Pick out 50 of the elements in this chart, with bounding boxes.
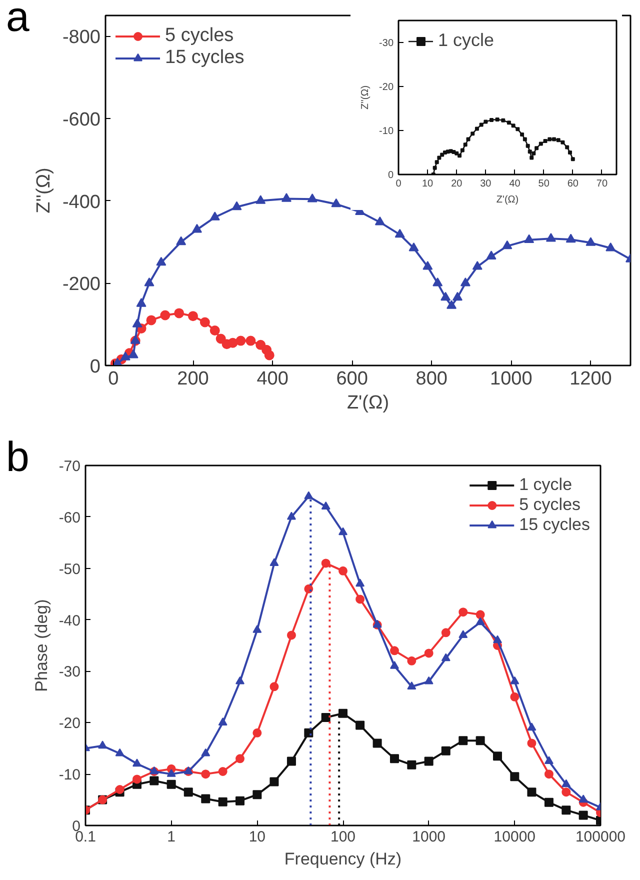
- legend-label: 15 cycles: [165, 47, 244, 69]
- x-axis-title: Z'(Ω): [496, 194, 519, 206]
- x-tick-label: 800: [416, 368, 448, 390]
- x-tick-label: 10000: [494, 828, 536, 846]
- y-tick-label: -20: [58, 715, 81, 732]
- x-tick-label: 10: [422, 178, 434, 190]
- y-tick-label: -50: [58, 560, 81, 578]
- y-tick-label: -20: [379, 82, 394, 93]
- x-tick-label: 50: [538, 178, 550, 190]
- x-tick-label: 40: [509, 178, 521, 190]
- y-tick-label: -10: [379, 126, 394, 137]
- y-tick-label: -800: [62, 27, 101, 48]
- x-tick-label: 1200: [570, 368, 612, 390]
- x-tick-label: 30: [480, 178, 492, 190]
- y-tick-label: 0: [388, 170, 394, 181]
- x-tick-label: 1: [167, 828, 176, 846]
- y-tick-label: -60: [58, 509, 81, 526]
- y-axis-title: Phase (deg): [32, 599, 51, 692]
- y-axis-title: Z''(Ω): [360, 85, 372, 110]
- legend-label: 5 cycles: [165, 25, 234, 47]
- chart-title: a: [6, 0, 30, 40]
- legend-label: 5 cycles: [519, 495, 581, 515]
- x-tick-label: 600: [336, 368, 368, 390]
- y-tick-label: -400: [62, 192, 101, 213]
- x-tick-label: 60: [567, 178, 579, 190]
- y-tick-label: -600: [62, 109, 101, 130]
- y-axis-title: Z''(Ω): [33, 168, 54, 214]
- x-tick-label: 100000: [575, 828, 626, 846]
- y-tick-label: -70: [58, 458, 81, 475]
- x-tick-label: 0: [396, 178, 402, 190]
- legend-label: 1 cycle: [519, 475, 572, 495]
- x-tick-label: 10: [248, 828, 266, 846]
- legend-label: 15 cycles: [519, 515, 590, 535]
- x-tick-label: 1000: [490, 368, 532, 390]
- y-tick-label: -40: [58, 612, 81, 630]
- x-tick-label: 200: [177, 368, 209, 390]
- y-tick-label: -30: [379, 38, 394, 49]
- y-tick-label: -200: [62, 274, 101, 296]
- y-tick-label: -10: [58, 766, 81, 784]
- x-tick-label: 70: [596, 178, 608, 190]
- x-tick-label: 400: [256, 368, 288, 390]
- x-tick-label: 1000: [412, 828, 446, 846]
- x-tick-label: 0: [108, 368, 119, 390]
- x-tick-label: 20: [451, 178, 463, 190]
- y-tick-label: -30: [58, 664, 81, 681]
- legend-label: 1 cycle: [438, 30, 494, 51]
- x-tick-label: 100: [330, 828, 356, 846]
- chart-title: b: [6, 433, 30, 480]
- x-axis-title: Z'(Ω): [346, 392, 390, 414]
- x-axis-title: Frequency (Hz): [284, 850, 402, 868]
